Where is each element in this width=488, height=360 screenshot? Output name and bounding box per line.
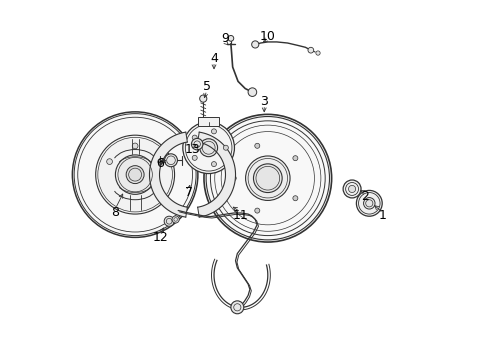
Circle shape — [199, 139, 217, 157]
Circle shape — [192, 135, 197, 140]
Circle shape — [363, 198, 374, 209]
Circle shape — [231, 176, 236, 181]
Circle shape — [292, 196, 297, 201]
Text: 9: 9 — [221, 32, 228, 45]
Circle shape — [96, 135, 174, 214]
Text: 6: 6 — [156, 157, 164, 170]
Circle shape — [315, 51, 320, 55]
Circle shape — [211, 129, 216, 134]
Circle shape — [232, 303, 241, 312]
Circle shape — [356, 190, 382, 216]
Polygon shape — [197, 132, 235, 217]
Circle shape — [192, 155, 197, 160]
Circle shape — [254, 208, 259, 213]
Circle shape — [164, 216, 174, 226]
Circle shape — [227, 36, 233, 41]
Circle shape — [211, 162, 216, 167]
Text: 10: 10 — [259, 30, 275, 43]
Circle shape — [191, 138, 203, 150]
Circle shape — [199, 95, 206, 102]
Text: 11: 11 — [233, 210, 248, 222]
Text: 12: 12 — [152, 231, 168, 244]
Circle shape — [245, 156, 289, 201]
Circle shape — [307, 47, 313, 53]
Circle shape — [251, 41, 258, 48]
Circle shape — [203, 114, 331, 242]
Text: 2: 2 — [360, 190, 368, 203]
Text: 7: 7 — [184, 186, 193, 199]
Circle shape — [172, 216, 179, 223]
Text: 5: 5 — [203, 80, 210, 93]
Circle shape — [183, 122, 234, 174]
Circle shape — [348, 185, 355, 193]
Circle shape — [115, 155, 155, 194]
Circle shape — [158, 159, 163, 165]
Circle shape — [253, 164, 282, 193]
Circle shape — [254, 143, 259, 148]
Circle shape — [223, 145, 228, 150]
Circle shape — [343, 180, 360, 198]
Circle shape — [164, 154, 177, 167]
Circle shape — [230, 301, 244, 314]
Circle shape — [126, 166, 144, 184]
Circle shape — [247, 88, 256, 96]
Circle shape — [292, 156, 297, 161]
Text: 1: 1 — [378, 210, 386, 222]
Text: 8: 8 — [111, 206, 119, 219]
FancyBboxPatch shape — [198, 117, 219, 126]
Circle shape — [106, 159, 112, 165]
Text: 13: 13 — [184, 143, 200, 156]
Text: 3: 3 — [260, 95, 267, 108]
Circle shape — [72, 112, 198, 237]
Circle shape — [132, 143, 138, 149]
Polygon shape — [149, 132, 187, 217]
Text: 4: 4 — [210, 51, 218, 64]
